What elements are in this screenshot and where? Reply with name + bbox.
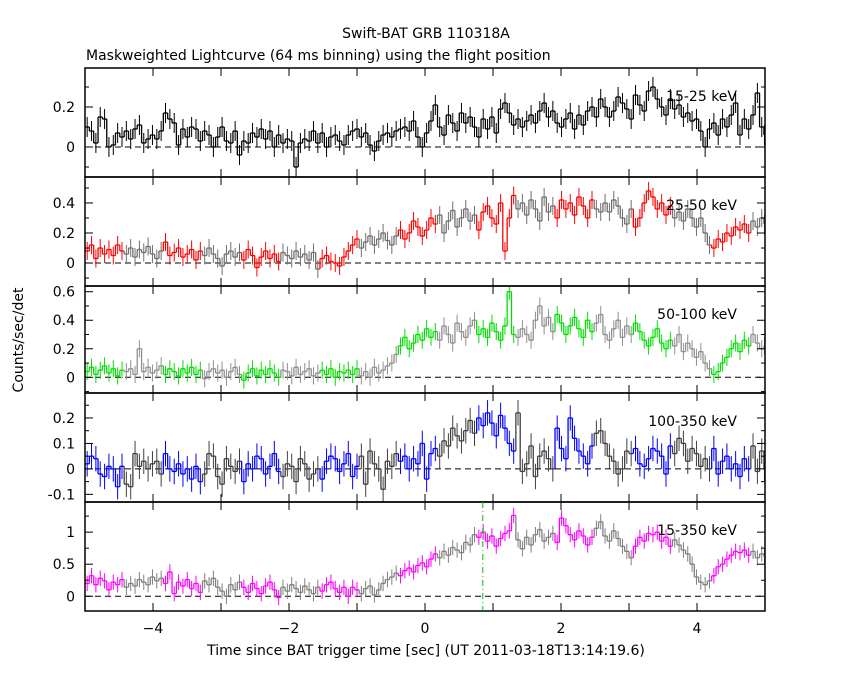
y-tick-label: 0	[66, 370, 75, 386]
panel-frame	[84, 67, 766, 178]
y-tick-label: 0.1	[53, 436, 75, 452]
y-tick-label: 0.2	[53, 411, 75, 427]
y-tick-label: 0.5	[53, 557, 75, 573]
panel-frame	[84, 501, 766, 612]
y-tick-label: 0.4	[53, 196, 75, 212]
y-tick-label: 0.2	[53, 226, 75, 242]
panel-4: 0 0.5 1 15-350 keV	[53, 501, 766, 612]
band-label: 15-350 keV	[657, 523, 737, 539]
panel-2: 0 0.2 0.4 0.6 50-100 keV	[53, 285, 766, 394]
band-label: 15-25 keV	[666, 89, 737, 105]
panel-1: 0 0.2 0.4 25-50 keV	[53, 176, 766, 287]
x-tick-label: −2	[279, 621, 300, 637]
band-label: 50-100 keV	[657, 307, 737, 323]
panel-0: 0 0.2 15-25 keV	[53, 67, 766, 178]
y-tick-label: 0.2	[53, 100, 75, 116]
x-tick-label: 0	[421, 621, 430, 637]
y-tick-label: 0	[66, 462, 75, 478]
band-label: 100-350 keV	[648, 414, 737, 430]
panels: 0 0.2 15-25 keV 0 0.2 0.4 25-50 keV 0 0.2 0.4 0.6 5…	[48, 67, 766, 637]
x-tick-label: −4	[143, 621, 164, 637]
chart-subtitle: Maskweighted Lightcurve (64 ms binning) …	[86, 48, 551, 64]
y-axis-label: Counts/sec/det	[11, 287, 27, 392]
y-tick-label: 0	[66, 256, 75, 272]
y-tick-label: 1	[66, 525, 75, 541]
y-tick-label: 0.4	[53, 313, 75, 329]
chart-title: Swift-BAT GRB 110318A	[342, 26, 510, 42]
x-axis-label: Time since BAT trigger time [sec] (UT 20…	[206, 643, 645, 659]
y-tick-label: 0.2	[53, 342, 75, 358]
y-tick-label: 0.6	[53, 285, 75, 301]
x-tick-label: 2	[557, 621, 566, 637]
band-label: 25-50 keV	[666, 198, 737, 214]
y-tick-label: 0	[66, 140, 75, 156]
panel-3: -0.1 0 0.1 0.2 100-350 keV	[48, 392, 766, 503]
y-tick-label: 0	[66, 589, 75, 605]
y-tick-label: -0.1	[48, 487, 75, 503]
x-tick-label: 4	[693, 621, 702, 637]
